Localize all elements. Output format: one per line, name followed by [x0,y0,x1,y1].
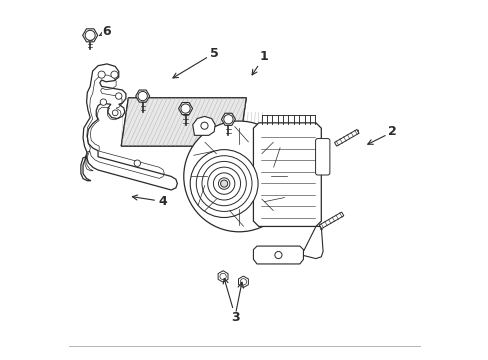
Polygon shape [136,90,149,102]
Polygon shape [238,276,248,288]
Text: 5: 5 [173,47,218,78]
Polygon shape [218,271,227,282]
Circle shape [220,273,226,280]
Polygon shape [121,98,246,146]
Circle shape [213,173,234,194]
Polygon shape [81,64,177,190]
FancyBboxPatch shape [315,139,329,175]
Text: 4: 4 [132,195,166,208]
Circle shape [181,104,190,113]
Circle shape [111,71,118,78]
Circle shape [115,93,122,99]
Circle shape [220,180,227,187]
Circle shape [100,99,106,105]
Circle shape [190,150,258,217]
Circle shape [112,110,118,116]
Circle shape [218,178,229,189]
Polygon shape [253,246,303,264]
Circle shape [196,156,251,211]
Polygon shape [192,116,215,135]
Text: 2: 2 [367,125,396,144]
Text: 3: 3 [223,279,240,324]
Text: 6: 6 [99,25,111,38]
Polygon shape [178,103,192,114]
Polygon shape [334,130,358,146]
Polygon shape [301,226,323,258]
Polygon shape [121,98,246,146]
Circle shape [201,122,207,129]
Circle shape [85,30,95,40]
Circle shape [98,71,105,78]
Text: 1: 1 [252,50,268,75]
Polygon shape [319,212,343,229]
Circle shape [183,121,294,232]
Circle shape [207,167,240,200]
Polygon shape [82,29,98,42]
Circle shape [240,279,246,285]
Circle shape [274,251,282,258]
Polygon shape [253,123,321,226]
Circle shape [224,114,233,124]
Circle shape [134,160,140,166]
Polygon shape [221,113,235,125]
Circle shape [138,91,147,101]
Circle shape [202,161,246,206]
